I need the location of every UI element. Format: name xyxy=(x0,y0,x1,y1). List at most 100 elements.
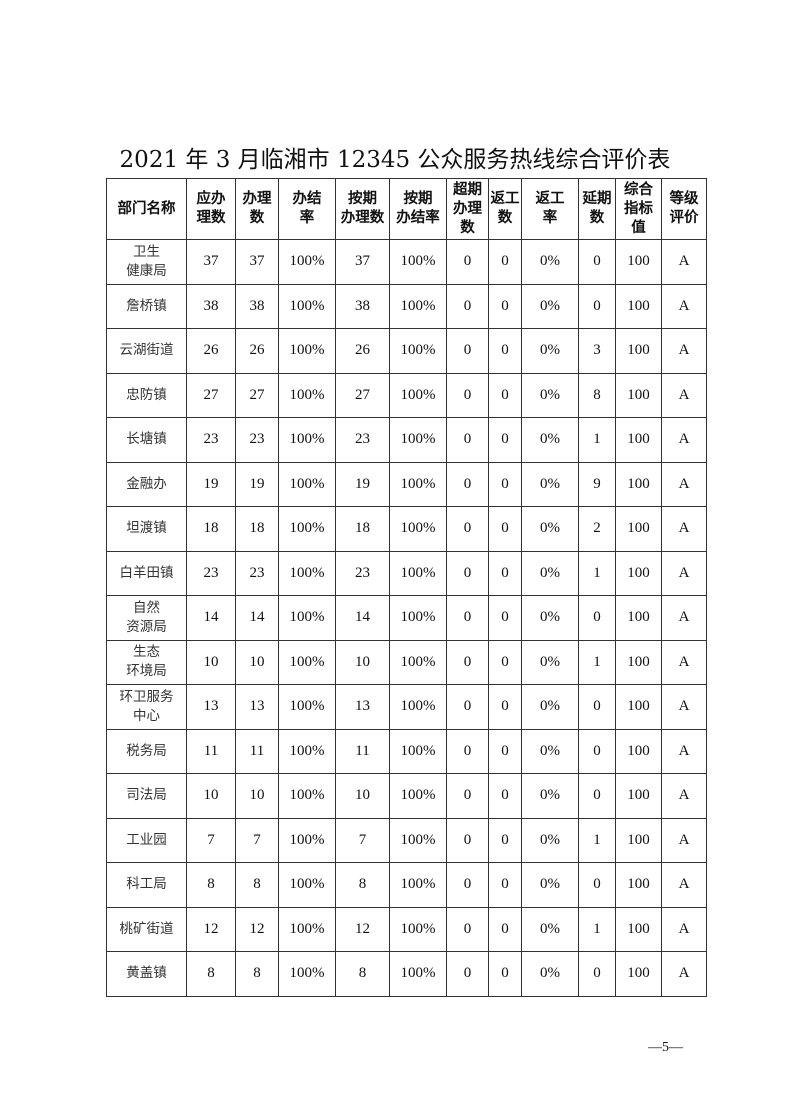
table-cell: 100% xyxy=(389,906,447,952)
table-cell: 100% xyxy=(278,283,336,329)
department-name-cell: 坦渡镇 xyxy=(106,506,187,552)
table-cell: 27 xyxy=(186,372,236,418)
table-cell: 0% xyxy=(521,372,579,418)
table-cell: 100% xyxy=(278,862,336,908)
table-cell: 10 xyxy=(235,773,279,819)
table-cell: 26 xyxy=(186,328,236,374)
table-cell: 0 xyxy=(446,417,489,463)
table-cell: 0 xyxy=(446,728,489,774)
table-cell: 19 xyxy=(186,461,236,507)
table-cell: 0 xyxy=(488,773,522,819)
table-cell: 26 xyxy=(335,328,390,374)
table-cell: 12 xyxy=(186,906,236,952)
table-row: 科工局 8 8 100% 8 100% 0 0 0% 0 100 A xyxy=(106,862,707,908)
table-cell: 0 xyxy=(578,862,616,908)
department-name-cell: 云湖街道 xyxy=(106,328,187,374)
table-cell: 11 xyxy=(186,728,236,774)
table-cell: 100% xyxy=(278,550,336,596)
table-cell: 100% xyxy=(389,817,447,863)
table-cell: 0 xyxy=(446,906,489,952)
table-cell: 100 xyxy=(615,372,662,418)
table-cell: 100% xyxy=(278,684,336,730)
table-cell: 100% xyxy=(389,328,447,374)
table-cell: 23 xyxy=(186,417,236,463)
table-cell: A xyxy=(661,639,707,685)
column-header: 按期 办结率 xyxy=(389,178,447,240)
department-name-cell: 桃矿街道 xyxy=(106,906,187,952)
table-cell: 100 xyxy=(615,862,662,908)
column-header: 返工 率 xyxy=(521,178,579,240)
table-cell: 38 xyxy=(186,283,236,329)
table-cell: 27 xyxy=(335,372,390,418)
table-cell: 100% xyxy=(389,639,447,685)
table-row: 黄盖镇 8 8 100% 8 100% 0 0 0% 0 100 A xyxy=(106,951,707,997)
table-cell: 18 xyxy=(335,506,390,552)
table-cell: 0 xyxy=(446,550,489,596)
table-cell: 0 xyxy=(488,239,522,285)
table-cell: 100% xyxy=(278,239,336,285)
department-name-cell: 詹桥镇 xyxy=(106,283,187,329)
department-name-cell: 生态 环境局 xyxy=(106,639,187,685)
table-cell: 7 xyxy=(186,817,236,863)
table-cell: 100% xyxy=(278,906,336,952)
column-header: 综合 指标 值 xyxy=(615,178,662,240)
table-cell: A xyxy=(661,461,707,507)
table-cell: 0 xyxy=(446,372,489,418)
table-cell: 37 xyxy=(186,239,236,285)
table-cell: 100% xyxy=(389,506,447,552)
table-cell: 23 xyxy=(235,417,279,463)
table-cell: 18 xyxy=(186,506,236,552)
table-cell: 8 xyxy=(578,372,616,418)
table-cell: 100% xyxy=(278,728,336,774)
table-cell: 0 xyxy=(488,817,522,863)
table-cell: 0% xyxy=(521,506,579,552)
table-cell: 0% xyxy=(521,862,579,908)
table-cell: 0 xyxy=(578,951,616,997)
table-cell: 10 xyxy=(186,639,236,685)
table-cell: 38 xyxy=(235,283,279,329)
table-cell: 100% xyxy=(278,417,336,463)
department-name-cell: 自然 资源局 xyxy=(106,595,187,641)
table-cell: 100% xyxy=(389,684,447,730)
table-cell: 19 xyxy=(235,461,279,507)
table-cell: 0 xyxy=(446,506,489,552)
table-cell: 23 xyxy=(186,550,236,596)
table-cell: 0 xyxy=(578,728,616,774)
document-title: 2021 年 3 月临湘市 12345 公众服务热线综合评价表 xyxy=(119,147,671,173)
table-cell: 38 xyxy=(335,283,390,329)
page-number: —5— xyxy=(648,1040,683,1055)
table-cell: 27 xyxy=(235,372,279,418)
table-row: 税务局 11 11 100% 11 100% 0 0 0% 0 100 A xyxy=(106,728,707,774)
table-cell: 0 xyxy=(446,817,489,863)
table-cell: 0% xyxy=(521,417,579,463)
table-cell: 100% xyxy=(278,372,336,418)
column-header: 返工 数 xyxy=(488,178,522,240)
table-cell: 1 xyxy=(578,639,616,685)
table-cell: 10 xyxy=(186,773,236,819)
table-cell: 13 xyxy=(235,684,279,730)
table-cell: 100 xyxy=(615,817,662,863)
table-row: 长塘镇 23 23 100% 23 100% 0 0 0% 1 100 A xyxy=(106,417,707,463)
table-cell: 0 xyxy=(488,506,522,552)
evaluation-table: 部门名称 应办 理数 办理 数办结 率按期 办理数 按期 办结率 超期 办理 数返工 数… xyxy=(106,178,707,997)
table-cell: 100 xyxy=(615,506,662,552)
table-cell: 0 xyxy=(488,461,522,507)
table-cell: 8 xyxy=(235,862,279,908)
table-row: 坦渡镇 18 18 100% 18 100% 0 0 0% 2 100 A xyxy=(106,506,707,552)
table-cell: 0 xyxy=(446,639,489,685)
table-cell: 100 xyxy=(615,417,662,463)
table-cell: 19 xyxy=(335,461,390,507)
column-header: 按期 办理数 xyxy=(335,178,390,240)
table-cell: 100% xyxy=(389,550,447,596)
table-cell: 0 xyxy=(488,728,522,774)
table-cell: 100% xyxy=(389,461,447,507)
table-cell: 100% xyxy=(389,595,447,641)
table-cell: 100 xyxy=(615,550,662,596)
table-cell: 0 xyxy=(446,328,489,374)
table-cell: 0 xyxy=(446,862,489,908)
table-cell: 100 xyxy=(615,595,662,641)
department-name-cell: 环卫服务 中心 xyxy=(106,684,187,730)
department-name-cell: 金融办 xyxy=(106,461,187,507)
table-cell: 8 xyxy=(186,862,236,908)
table-cell: 23 xyxy=(335,550,390,596)
